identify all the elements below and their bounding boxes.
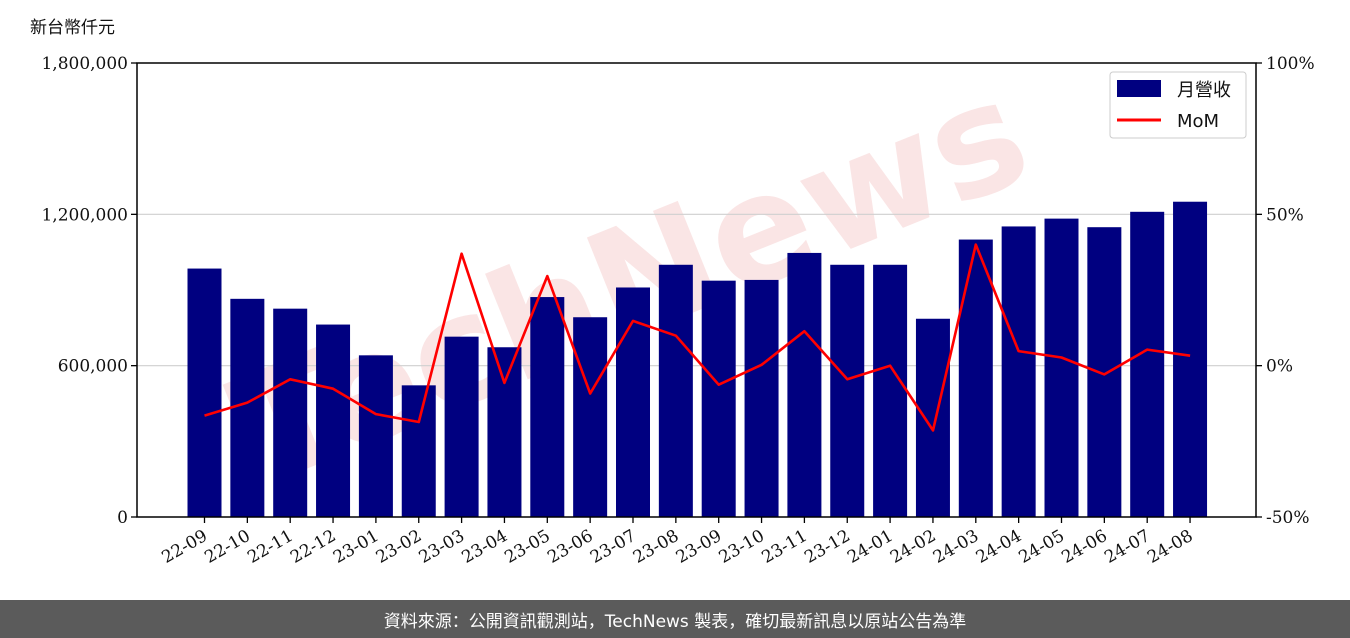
- axes: [131, 62, 1262, 523]
- bar-23-01: [358, 355, 393, 517]
- bar-23-04: [487, 347, 522, 517]
- chart-svg: TechNews 0600,0001,200,0001,800,000-50%0…: [30, 18, 1315, 568]
- x-tick-label: 24-02: [887, 526, 939, 568]
- x-tick-label: 23-02: [373, 526, 425, 568]
- y-axis-unit-label: 新台幣仟元: [30, 18, 115, 38]
- x-tick-label: 23-03: [416, 526, 468, 568]
- bar-22-12: [316, 324, 351, 517]
- right-tick-label: 0%: [1266, 357, 1293, 377]
- x-tick-label: 23-06: [544, 526, 596, 568]
- x-tick-label: 23-12: [801, 526, 853, 568]
- bar-23-06: [573, 317, 608, 517]
- legend-label-revenue: 月營收: [1177, 80, 1231, 101]
- bar-23-09: [701, 280, 736, 517]
- footer-text: 資料來源：公開資訊觀測站，TechNews 製表，確切最新訊息以原站公告為準: [383, 611, 967, 632]
- x-tick-label: 24-01: [844, 526, 896, 568]
- right-tick-label: 50%: [1266, 205, 1304, 225]
- left-tick-label: 1,200,000: [41, 205, 128, 225]
- x-tick-label: 24-03: [930, 526, 982, 568]
- mom-line-series: [204, 243, 1191, 432]
- bar-24-06: [1087, 227, 1122, 518]
- x-tick-label: 22-10: [201, 526, 253, 568]
- bar-24-01: [873, 264, 908, 517]
- x-tick-label: 24-07: [1101, 526, 1153, 568]
- x-tick-label: 24-05: [1016, 526, 1068, 568]
- bar-24-05: [1044, 218, 1079, 518]
- x-tick-label: 22-09: [159, 526, 211, 568]
- x-tick-label: 23-11: [758, 526, 810, 568]
- right-tick-label: 100%: [1266, 54, 1315, 74]
- bar-22-10: [230, 298, 265, 517]
- bar-24-02: [915, 318, 950, 517]
- mom-line: [204, 243, 1191, 432]
- bar-24-08: [1173, 201, 1208, 517]
- x-tick-label: 23-01: [330, 526, 382, 568]
- bar-24-04: [1001, 226, 1036, 517]
- bar-23-11: [787, 252, 822, 517]
- legend-swatch-bar: [1117, 80, 1161, 97]
- legend-label-mom: MoM: [1177, 111, 1219, 132]
- legend: 月營收 MoM: [1109, 71, 1247, 139]
- bar-23-12: [830, 264, 865, 517]
- x-tick-label: 22-11: [244, 526, 296, 568]
- x-tick-label: 23-04: [459, 526, 511, 568]
- right-tick-label: -50%: [1266, 508, 1310, 528]
- bar-24-07: [1130, 211, 1165, 518]
- x-tick-label: 23-09: [673, 526, 725, 568]
- bar-23-03: [444, 336, 479, 517]
- x-tick-label: 23-08: [630, 526, 682, 568]
- bar-23-05: [530, 297, 565, 517]
- bar-23-08: [658, 264, 693, 517]
- x-tick-label: 23-07: [587, 526, 639, 568]
- bar-24-03: [958, 239, 993, 518]
- bar-series: [187, 201, 1208, 518]
- bar-22-11: [273, 308, 308, 517]
- x-tick-label: 23-10: [716, 526, 768, 568]
- x-tick-label: 23-05: [501, 526, 553, 568]
- bar-23-02: [401, 385, 436, 517]
- left-tick-label: 0: [117, 508, 128, 528]
- x-tick-label: 24-06: [1058, 526, 1110, 568]
- left-tick-label: 600,000: [58, 357, 128, 377]
- bar-23-10: [744, 279, 779, 517]
- x-tick-label: 22-12: [287, 526, 339, 568]
- x-tick-label: 24-04: [973, 526, 1025, 568]
- left-tick-label: 1,800,000: [41, 54, 128, 74]
- plot-frame: [136, 62, 1257, 518]
- x-tick-label: 24-08: [1144, 526, 1196, 568]
- footer-source-note: 資料來源：公開資訊觀測站，TechNews 製表，確切最新訊息以原站公告為準: [0, 600, 1350, 638]
- bar-22-09: [187, 268, 222, 517]
